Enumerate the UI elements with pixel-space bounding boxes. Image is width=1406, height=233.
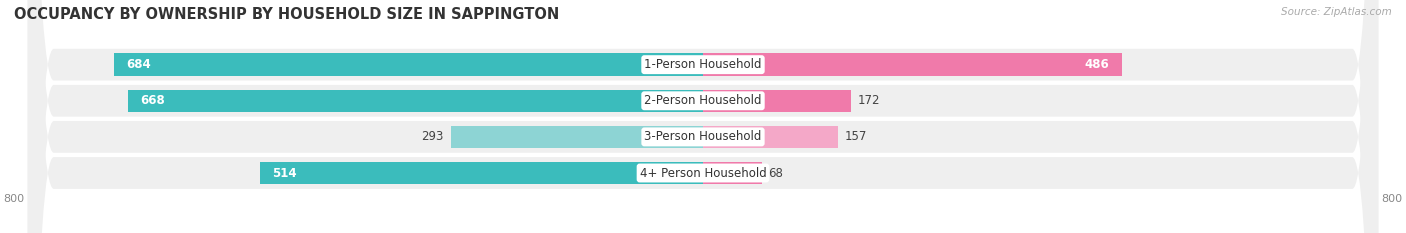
Text: 68: 68 [769, 167, 783, 179]
Bar [703, 53, 1122, 76]
FancyBboxPatch shape [28, 0, 1378, 233]
FancyBboxPatch shape [28, 0, 1378, 233]
FancyBboxPatch shape [28, 0, 1378, 233]
Text: OCCUPANCY BY OWNERSHIP BY HOUSEHOLD SIZE IN SAPPINGTON: OCCUPANCY BY OWNERSHIP BY HOUSEHOLD SIZE… [14, 7, 560, 22]
Text: 486: 486 [1084, 58, 1109, 71]
FancyBboxPatch shape [28, 0, 1378, 233]
Text: Source: ZipAtlas.com: Source: ZipAtlas.com [1281, 7, 1392, 17]
Text: 4+ Person Household: 4+ Person Household [640, 167, 766, 179]
Bar [703, 126, 838, 148]
Bar [703, 162, 762, 184]
Bar [114, 53, 703, 76]
Bar [260, 162, 703, 184]
Text: 2-Person Household: 2-Person Household [644, 94, 762, 107]
Bar [128, 89, 703, 112]
Text: 293: 293 [422, 130, 444, 143]
Text: 684: 684 [127, 58, 150, 71]
Text: 157: 157 [845, 130, 868, 143]
Bar [451, 126, 703, 148]
Text: 172: 172 [858, 94, 880, 107]
Text: 3-Person Household: 3-Person Household [644, 130, 762, 143]
Text: 514: 514 [273, 167, 297, 179]
Bar [703, 89, 851, 112]
Text: 1-Person Household: 1-Person Household [644, 58, 762, 71]
Text: 668: 668 [139, 94, 165, 107]
